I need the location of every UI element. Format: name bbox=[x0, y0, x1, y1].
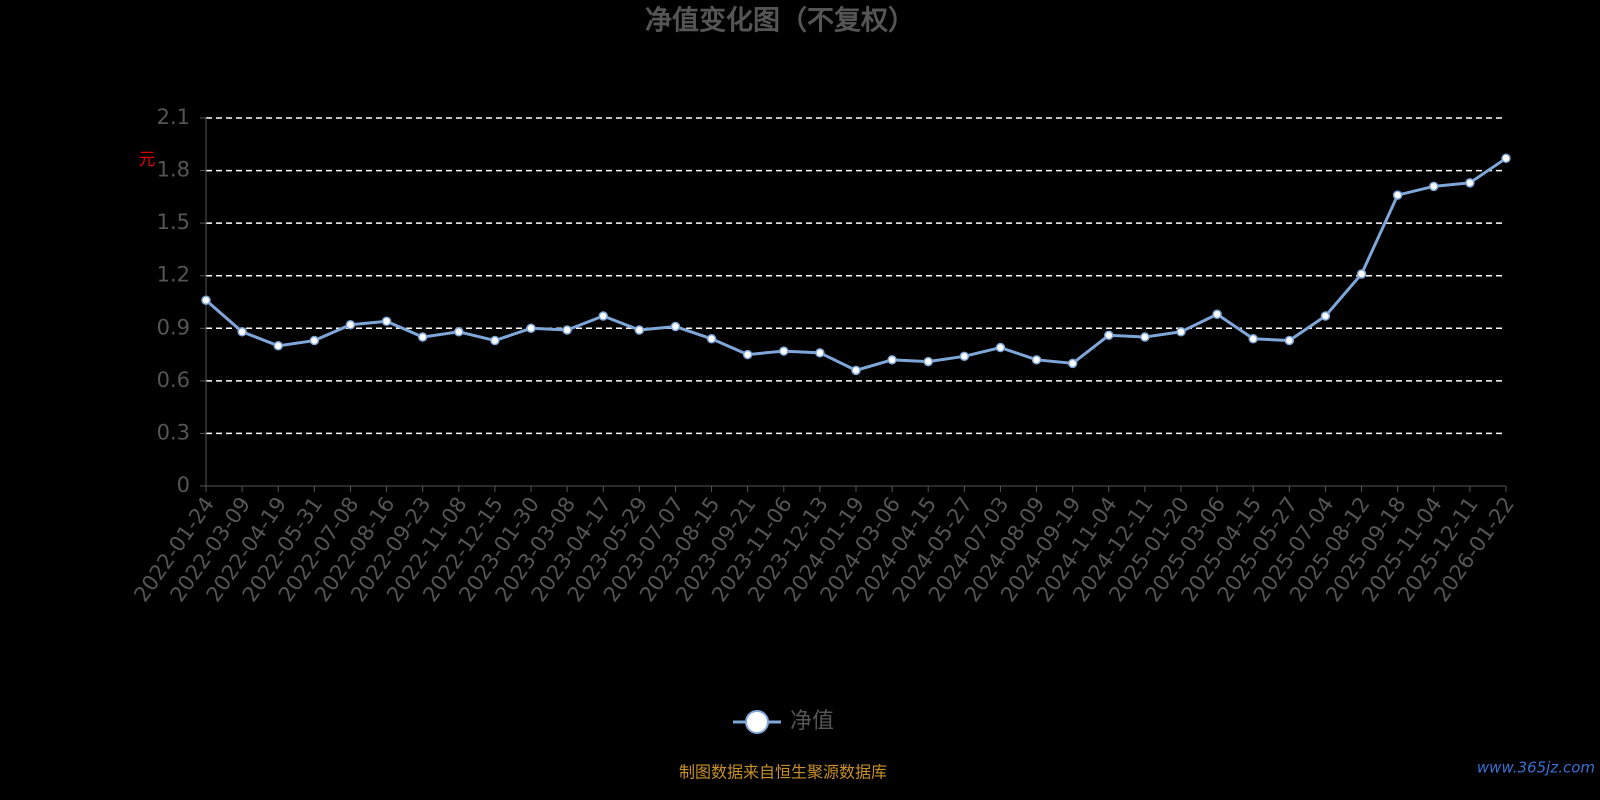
legend-marker bbox=[745, 710, 769, 734]
point bbox=[417, 332, 428, 342]
point bbox=[454, 327, 464, 337]
y-tick-label: 1.8 bbox=[157, 158, 190, 182]
point bbox=[490, 335, 500, 346]
point bbox=[1104, 330, 1114, 341]
point bbox=[1140, 332, 1150, 342]
point bbox=[1212, 309, 1222, 320]
point bbox=[526, 323, 536, 334]
point bbox=[1031, 355, 1042, 365]
y-tick-label: 1.5 bbox=[157, 210, 190, 234]
y-tick-label: 1.2 bbox=[157, 263, 190, 287]
series-line bbox=[205, 157, 1507, 372]
point bbox=[742, 349, 753, 360]
point bbox=[1465, 178, 1475, 188]
point bbox=[923, 356, 933, 367]
point bbox=[309, 335, 320, 346]
chart-title: 净值变化图（不复权） bbox=[645, 5, 915, 37]
y-tick-label: 0 bbox=[177, 473, 190, 497]
point bbox=[1067, 358, 1078, 369]
point bbox=[273, 341, 283, 351]
point bbox=[1429, 181, 1439, 192]
legend-label: 净值 bbox=[790, 709, 834, 734]
point bbox=[598, 311, 608, 321]
y-tick-label: 2.1 bbox=[157, 105, 190, 129]
point bbox=[1356, 269, 1367, 279]
point bbox=[1392, 190, 1403, 200]
watermark: www.365jz.com bbox=[1477, 759, 1595, 777]
point bbox=[887, 355, 897, 365]
point bbox=[237, 327, 247, 337]
point bbox=[381, 316, 392, 327]
point bbox=[1501, 153, 1511, 164]
point bbox=[345, 320, 356, 330]
y-axis-label: 元 bbox=[139, 150, 156, 170]
y-tick-label: 0.3 bbox=[157, 420, 190, 444]
footer: 制图数据来自恒生聚源数据库 bbox=[679, 763, 887, 782]
point bbox=[706, 334, 717, 344]
point bbox=[634, 325, 645, 335]
point bbox=[815, 348, 825, 358]
point bbox=[201, 295, 211, 305]
point bbox=[995, 342, 1006, 353]
y-tick-label: 0.6 bbox=[157, 368, 190, 392]
point bbox=[1284, 335, 1295, 346]
point bbox=[670, 321, 681, 332]
point bbox=[1248, 334, 1258, 344]
point bbox=[779, 346, 789, 356]
point bbox=[959, 351, 970, 362]
y-tick-label: 0.9 bbox=[157, 315, 190, 339]
point bbox=[1176, 327, 1186, 337]
point bbox=[562, 325, 572, 335]
point bbox=[1320, 311, 1331, 321]
point bbox=[851, 365, 861, 376]
